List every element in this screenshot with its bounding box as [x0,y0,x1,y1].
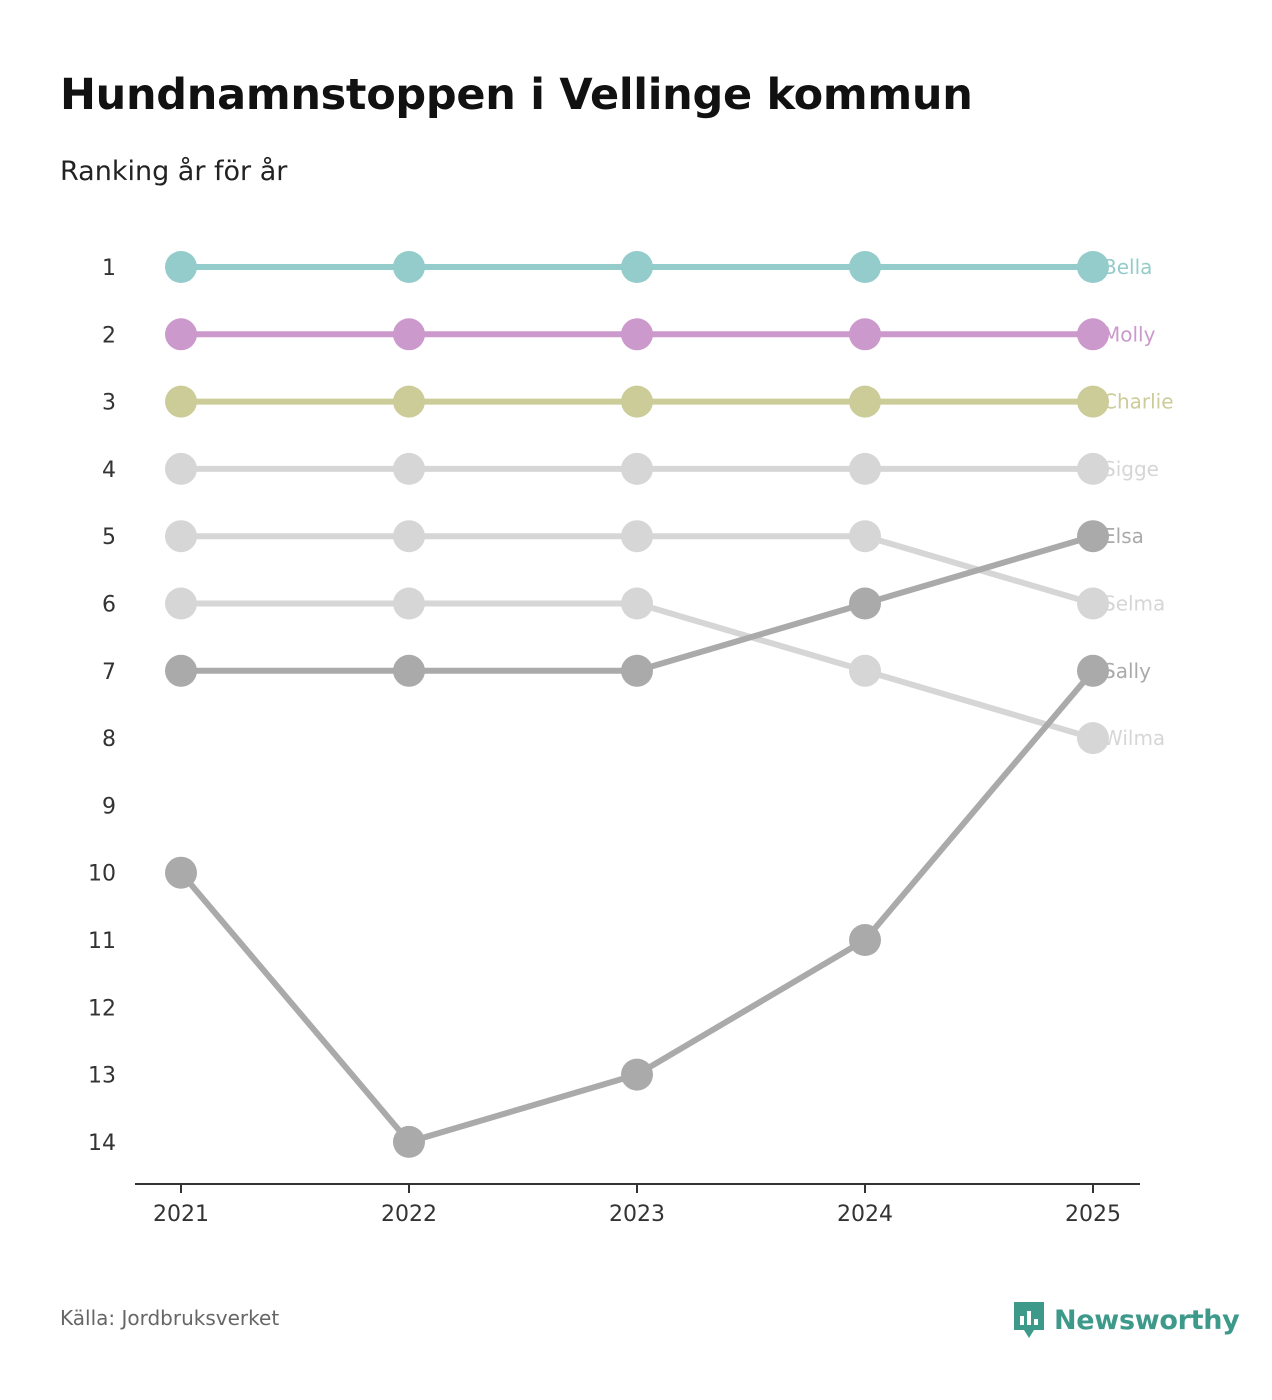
series-label-sally: Sally [1103,659,1151,683]
point-sally-2023[interactable] [621,1058,653,1091]
point-molly-2022[interactable] [393,318,425,351]
point-wilma-2022[interactable] [393,587,425,620]
point-bella-2023[interactable] [621,251,653,283]
point-sally-2025[interactable] [1077,654,1109,687]
point-sigge-2022[interactable] [393,452,425,485]
point-sally-2024[interactable] [849,924,881,956]
point-charlie-2024[interactable] [849,385,881,418]
point-elsa-2021[interactable] [165,654,197,687]
point-bella-2021[interactable] [165,251,197,283]
point-elsa-2022[interactable] [393,654,425,687]
x-tick-label: 2024 [837,1202,893,1227]
point-elsa-2024[interactable] [849,587,881,620]
point-wilma-2025[interactable] [1077,722,1109,755]
y-tick-label: 3 [102,391,116,416]
point-selma-2025[interactable] [1077,587,1109,620]
y-tick-label: 7 [102,660,116,685]
point-wilma-2023[interactable] [621,587,653,620]
y-tick-label: 8 [102,727,116,752]
point-molly-2021[interactable] [165,318,197,351]
point-molly-2024[interactable] [849,318,881,351]
point-bella-2025[interactable] [1077,251,1109,283]
y-tick-label: 14 [88,1131,116,1156]
chart-title: Hundnamnstoppen i Vellinge kommun [60,70,973,120]
newsworthy-logo-icon [1014,1302,1044,1338]
point-sigge-2023[interactable] [621,452,653,485]
y-tick-label: 10 [88,862,116,887]
x-tick-label: 2025 [1065,1202,1121,1227]
point-sally-2021[interactable] [165,856,197,889]
point-sigge-2021[interactable] [165,452,197,485]
point-sigge-2025[interactable] [1077,452,1109,485]
point-sigge-2024[interactable] [849,452,881,485]
y-tick-label: 12 [88,996,116,1021]
point-elsa-2023[interactable] [621,654,653,687]
x-tick-label: 2023 [609,1202,665,1227]
y-tick-label: 11 [88,929,116,954]
point-selma-2021[interactable] [165,520,197,553]
series-label-wilma: Wilma [1103,726,1165,750]
point-molly-2023[interactable] [621,318,653,351]
x-tick-label: 2021 [153,1202,209,1227]
point-wilma-2024[interactable] [849,654,881,687]
point-bella-2024[interactable] [849,251,881,283]
x-tick-label: 2022 [381,1202,437,1227]
y-tick-label: 4 [102,458,116,483]
y-tick-label: 1 [102,256,116,281]
brand-logo[interactable]: Newsworthy [1012,1300,1240,1340]
point-bella-2022[interactable] [393,251,425,283]
series-label-molly: Molly [1103,322,1156,346]
chart-subtitle: Ranking år för år [60,156,288,187]
y-tick-label: 5 [102,525,116,550]
series-label-bella: Bella [1103,255,1152,279]
point-sally-2022[interactable] [393,1125,425,1158]
point-wilma-2021[interactable] [165,587,197,620]
point-charlie-2022[interactable] [393,385,425,418]
series-label-sigge: Sigge [1103,457,1159,481]
series-label-elsa: Elsa [1103,524,1144,548]
point-charlie-2021[interactable] [165,385,197,418]
point-charlie-2023[interactable] [621,385,653,418]
series-label-selma: Selma [1103,592,1165,616]
y-tick-label: 6 [102,593,116,618]
point-selma-2024[interactable] [849,520,881,553]
series-label-charlie: Charlie [1103,390,1174,414]
y-tick-label: 13 [88,1064,116,1089]
y-tick-label: 2 [102,323,116,348]
point-selma-2022[interactable] [393,520,425,553]
point-elsa-2025[interactable] [1077,520,1109,553]
brand-name: Newsworthy [1054,1304,1240,1336]
source-note: Källa: Jordbruksverket [60,1306,280,1330]
point-charlie-2025[interactable] [1077,385,1109,418]
y-tick-label: 9 [102,794,116,819]
point-selma-2023[interactable] [621,520,653,553]
point-molly-2025[interactable] [1077,318,1109,351]
